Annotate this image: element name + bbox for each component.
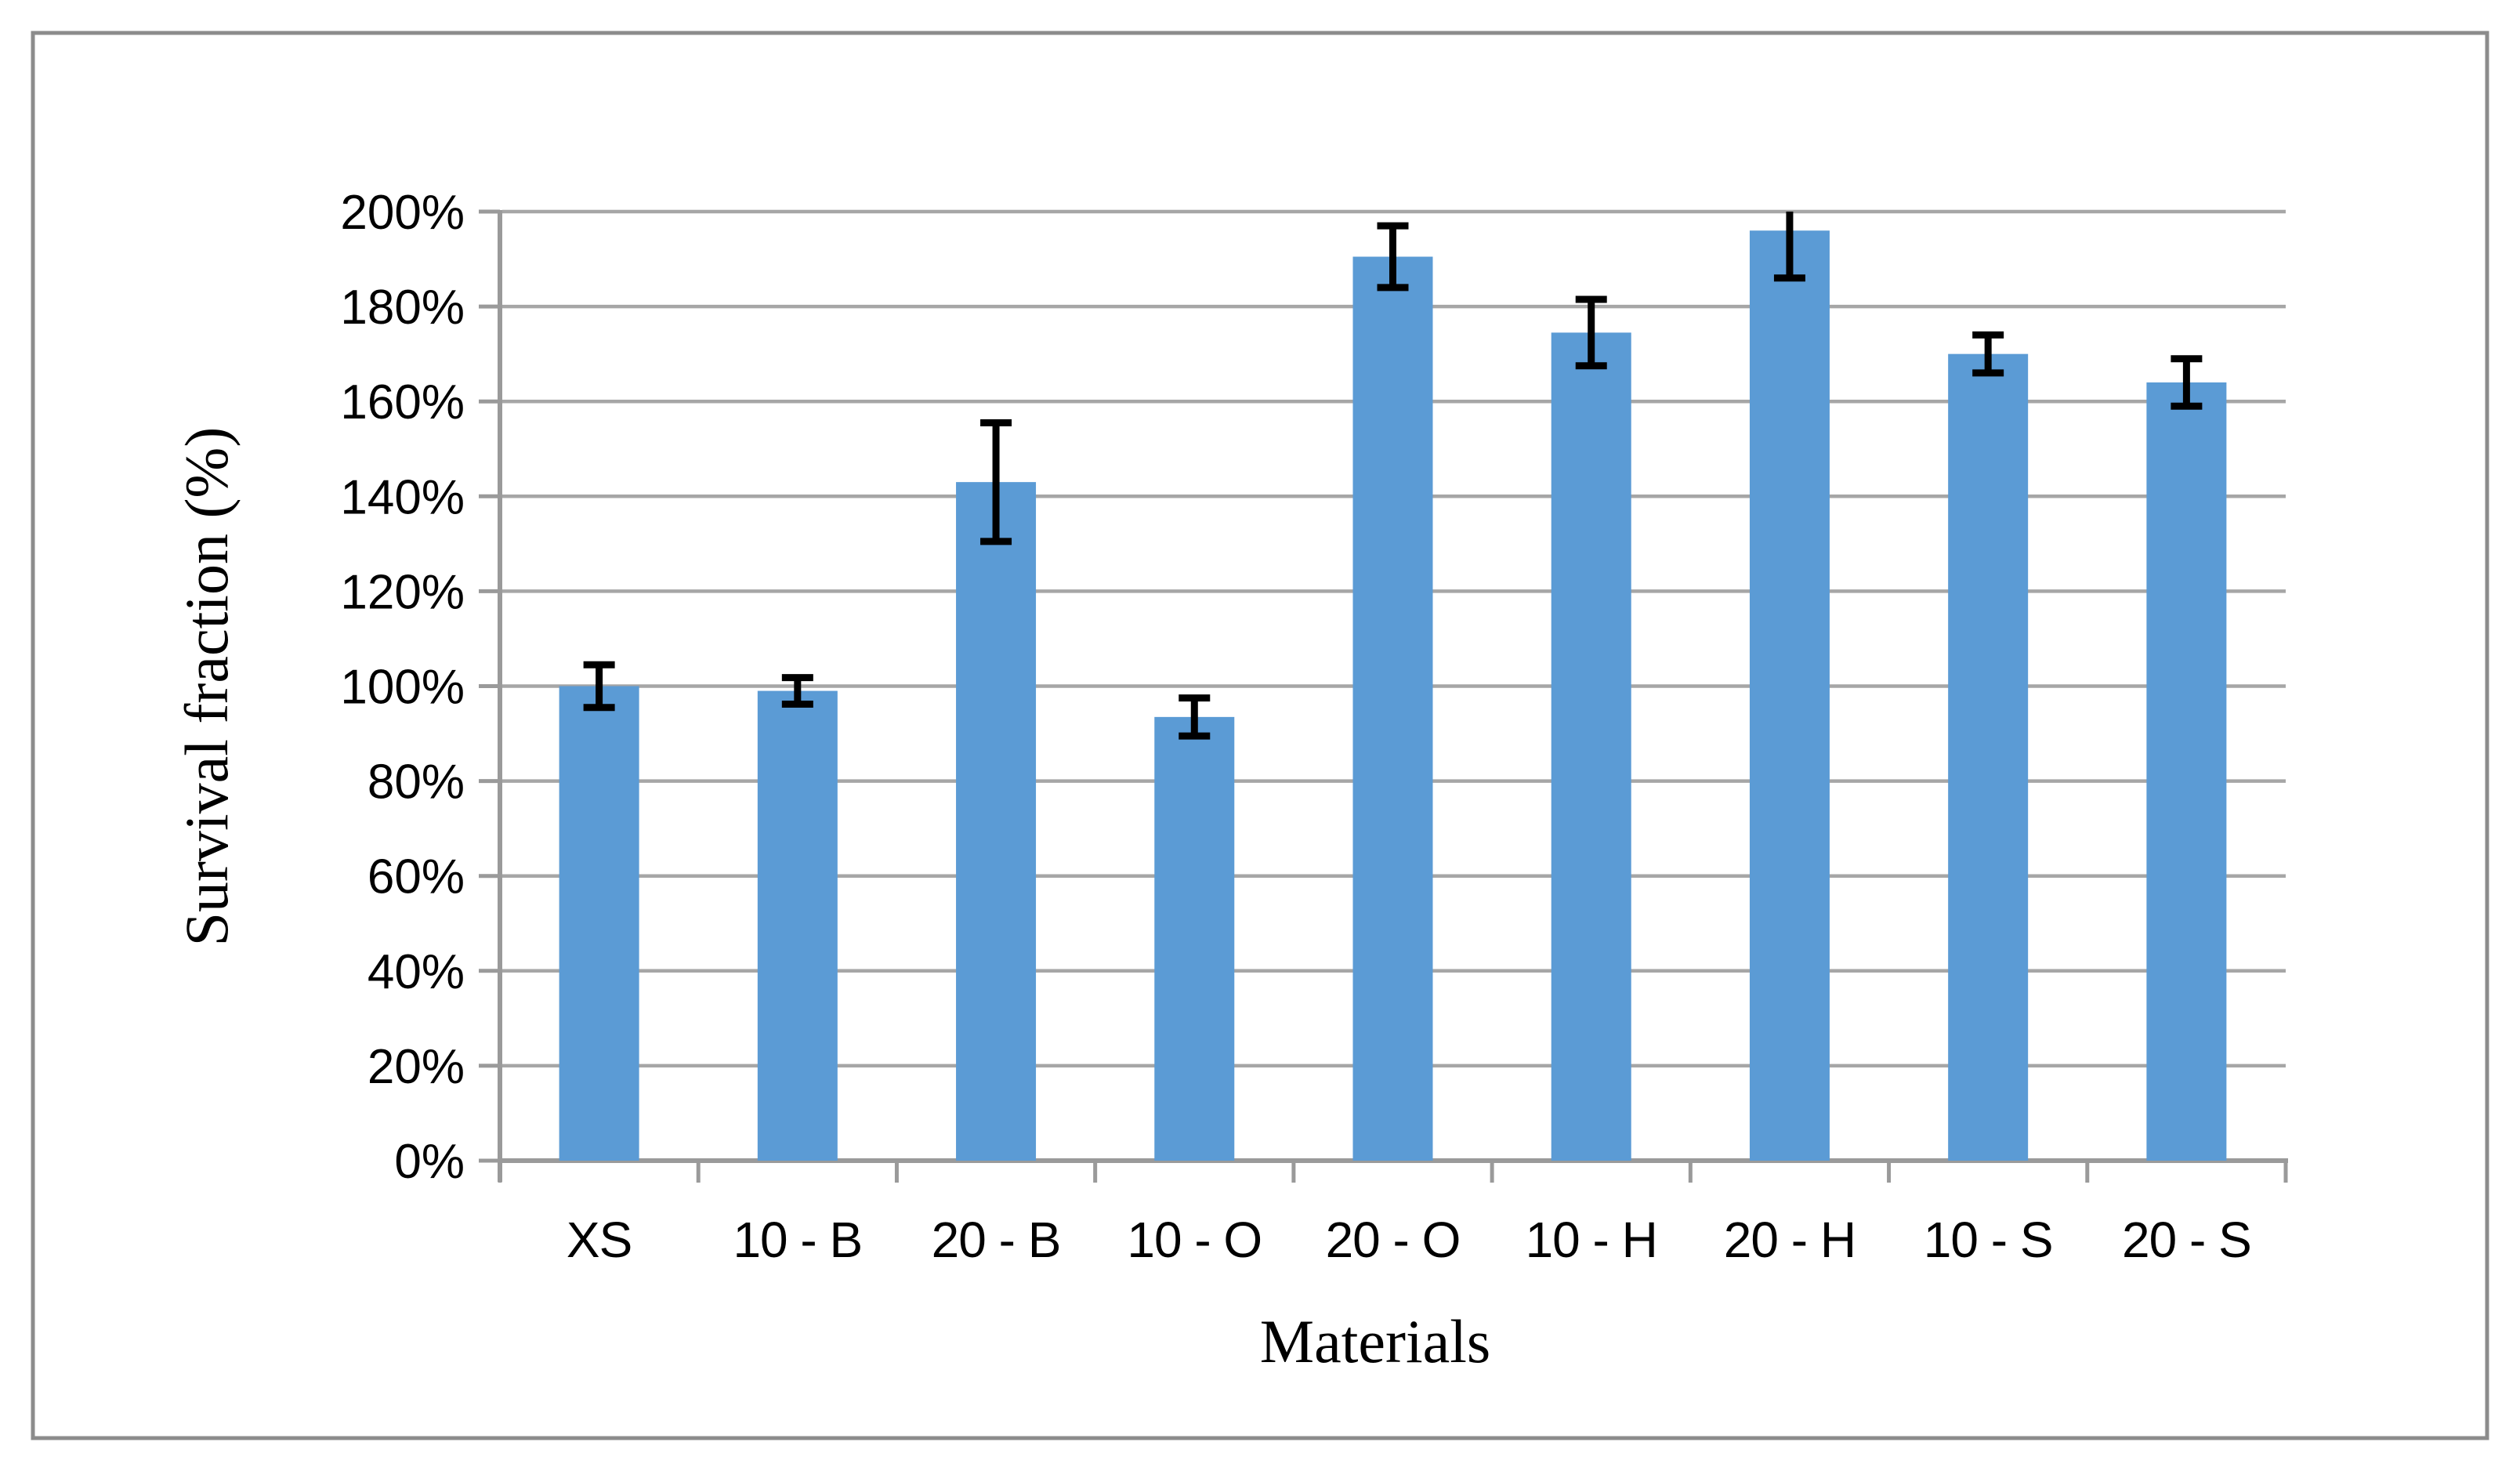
bar-xs: [559, 686, 639, 1161]
y-tick-label-0: 0%: [394, 1135, 465, 1189]
x-tick-label-20-o: 20 - O: [1326, 1212, 1461, 1268]
error-bars: [583, 212, 2203, 740]
y-axis-title: Survival fraction (%): [172, 427, 241, 947]
bar-20-s: [2146, 382, 2227, 1161]
chart-border: [31, 31, 2489, 1440]
y-tick-label-80: 80%: [368, 755, 465, 810]
bar-20-b: [956, 482, 1037, 1161]
x-tick-label-20-h: 20 - H: [1724, 1212, 1856, 1268]
y-tick-label-40: 40%: [368, 945, 465, 999]
bar-10-o: [1154, 716, 1235, 1161]
bars: [559, 230, 2227, 1161]
x-tick-label-10-o: 10 - O: [1127, 1212, 1262, 1268]
y-tick-label-60: 60%: [368, 850, 465, 904]
bar-10-s: [1948, 353, 2029, 1161]
y-tick-label-140: 140%: [340, 470, 465, 524]
bar-20-h: [1749, 230, 1830, 1161]
x-axis-title: Materials: [1260, 1307, 1491, 1375]
bar-10-b: [757, 690, 838, 1161]
x-tick-label-xs: XS: [567, 1212, 632, 1268]
y-tick-label-100: 100%: [340, 661, 465, 715]
x-tick-labels: XS 10 - B 20 - B 10 - O 20 - O 10 - H 20 - H 10…: [567, 1212, 2252, 1268]
y-tick-label-200: 200%: [340, 186, 465, 240]
y-tick-label-20: 20%: [368, 1040, 465, 1094]
y-tick-label-120: 120%: [340, 565, 465, 619]
y-tick-labels: 0% 20% 40% 60% 80% 100% 120% 140% 160% 180% 200%: [340, 186, 465, 1189]
y-tick-label-160: 160%: [340, 375, 465, 429]
x-tick-label-10-b: 10 - B: [733, 1212, 862, 1268]
x-tick-label-20-s: 20 - S: [2122, 1212, 2251, 1268]
bar-20-o: [1352, 256, 1433, 1161]
x-tick-label-20-b: 20 - B: [932, 1212, 1061, 1268]
y-axis-ticks: [479, 209, 500, 1163]
x-tick-label-10-h: 10 - H: [1526, 1212, 1657, 1268]
y-tick-label-180: 180%: [340, 281, 465, 335]
bar-10-h: [1551, 332, 1631, 1161]
x-tick-label-10-s: 10 - S: [1924, 1212, 2053, 1268]
